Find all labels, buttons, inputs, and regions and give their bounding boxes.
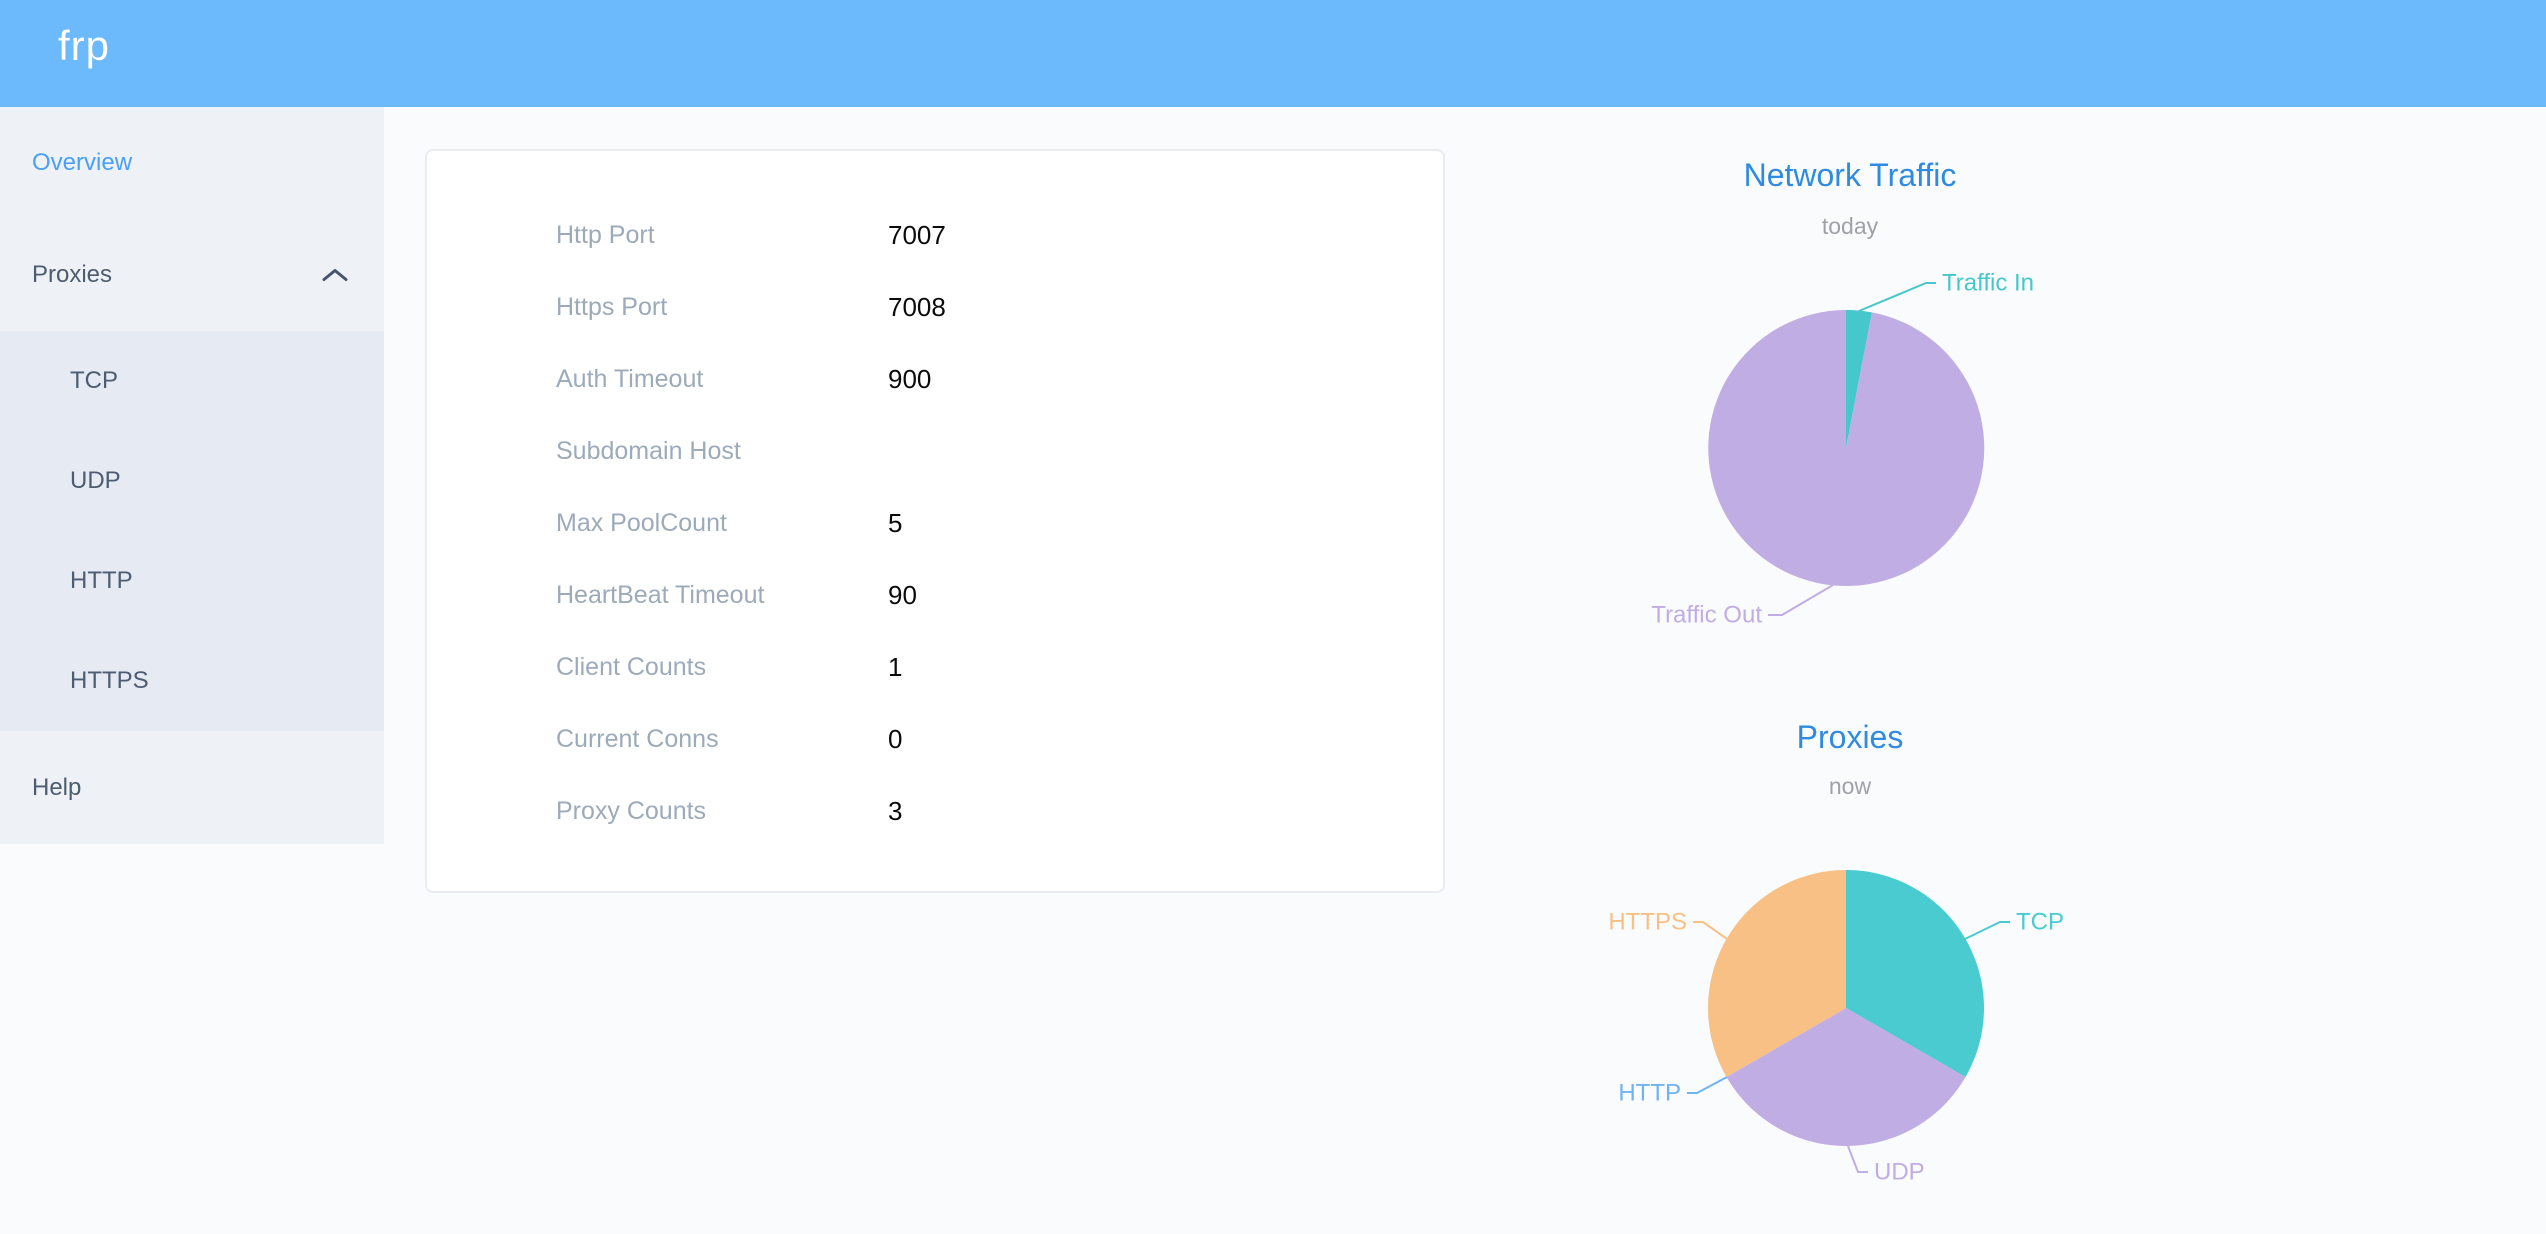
pie-label: HTTP bbox=[1618, 1080, 1681, 1107]
table-row: Client Counts 1 bbox=[427, 631, 1443, 703]
sidebar-item-help[interactable]: Help bbox=[0, 731, 384, 844]
row-label: Client Counts bbox=[556, 652, 707, 681]
row-value: 90 bbox=[888, 579, 917, 610]
sidebar: Overview Proxies TCP UDP HTTP HTTPS Help bbox=[0, 107, 384, 844]
table-row: Https Port 7008 bbox=[427, 271, 1443, 343]
row-label: Proxy Counts bbox=[556, 796, 707, 825]
pie-label: HTTPS bbox=[1608, 909, 1687, 936]
row-value: 1 bbox=[888, 651, 903, 682]
pie-label-line bbox=[1693, 921, 1728, 940]
overview-panel: Http Port 7007 Https Port 7008 Auth Timeout 9… bbox=[425, 149, 1445, 893]
chevron-up-icon bbox=[322, 269, 348, 281]
table-row: Subdomain Host bbox=[427, 415, 1443, 487]
row-label: Https Port bbox=[556, 292, 668, 321]
pie-slice-traffic-in[interactable] bbox=[1846, 309, 1872, 448]
app-header: frp bbox=[0, 0, 2546, 107]
row-label: Subdomain Host bbox=[556, 436, 741, 465]
table-row: Current Conns 0 bbox=[427, 703, 1443, 775]
sidebar-item-label: Proxies bbox=[32, 261, 113, 288]
pie-label-line bbox=[1847, 1145, 1868, 1173]
sidebar-item-label: UDP bbox=[70, 467, 121, 494]
app-logo: frp bbox=[58, 22, 111, 69]
pie-slice-traffic-out[interactable] bbox=[1708, 310, 1985, 586]
table-row: HeartBeat Timeout 90 bbox=[427, 559, 1443, 631]
pie-label: Traffic In bbox=[1942, 270, 2034, 297]
pie-slice-tcp[interactable] bbox=[1846, 870, 1984, 1077]
table-row: Auth Timeout 900 bbox=[427, 343, 1443, 415]
sidebar-item-udp[interactable]: UDP bbox=[0, 431, 384, 531]
sidebar-item-label: TCP bbox=[70, 367, 118, 394]
pie-label-line bbox=[1858, 282, 1936, 312]
table-row: Max PoolCount 5 bbox=[427, 487, 1443, 559]
sidebar-item-proxies[interactable]: Proxies bbox=[0, 219, 384, 331]
row-label: Max PoolCount bbox=[556, 508, 727, 537]
sidebar-item-label: Overview bbox=[32, 149, 133, 176]
table-row: Proxy Counts 3 bbox=[427, 775, 1443, 847]
proxies-title: Proxies bbox=[1796, 719, 1904, 755]
proxies-pie-chart: TCP UDP HTTP HTTPS bbox=[1608, 870, 2064, 1186]
pie-label: UDP bbox=[1874, 1159, 1925, 1186]
pie-label-line bbox=[1768, 584, 1834, 616]
row-label: HeartBeat Timeout bbox=[556, 580, 765, 609]
row-value: 0 bbox=[888, 723, 903, 754]
network-traffic-pie-chart: Traffic In Traffic Out bbox=[1651, 270, 2034, 629]
row-label: Http Port bbox=[556, 220, 655, 249]
overview-table: Http Port 7007 Https Port 7008 Auth Timeout 9… bbox=[427, 199, 1443, 847]
sidebar-item-https[interactable]: HTTPS bbox=[0, 631, 384, 731]
sidebar-item-http[interactable]: HTTP bbox=[0, 531, 384, 631]
row-label: Auth Timeout bbox=[556, 364, 704, 393]
proxies-submenu: TCP UDP HTTP HTTPS bbox=[0, 331, 384, 731]
pie-label: TCP bbox=[2016, 909, 2064, 936]
pie-label: Traffic Out bbox=[1651, 602, 1762, 629]
network-traffic-title: Network Traffic bbox=[1743, 157, 1957, 193]
sidebar-item-label: Help bbox=[32, 773, 82, 801]
table-row: Http Port 7007 bbox=[427, 199, 1443, 271]
row-value: 7008 bbox=[888, 291, 946, 322]
sidebar-item-tcp[interactable]: TCP bbox=[0, 331, 384, 431]
pie-slice-udp[interactable] bbox=[1726, 1008, 1966, 1146]
row-value: 5 bbox=[888, 507, 903, 538]
row-value: 3 bbox=[888, 795, 903, 826]
pie-label-line bbox=[1687, 1076, 1728, 1094]
sidebar-item-label: HTTP bbox=[70, 567, 133, 594]
row-value: 7007 bbox=[888, 219, 946, 250]
pie-label-line bbox=[1964, 921, 2010, 940]
network-traffic-subtitle: today bbox=[1821, 213, 1879, 239]
row-label: Current Conns bbox=[556, 724, 719, 753]
sidebar-item-overview[interactable]: Overview bbox=[0, 107, 384, 219]
proxies-subtitle: now bbox=[1828, 773, 1872, 799]
pie-slice-https[interactable] bbox=[1708, 870, 1846, 1077]
sidebar-item-label: HTTPS bbox=[70, 667, 149, 694]
row-value: 900 bbox=[888, 363, 932, 394]
